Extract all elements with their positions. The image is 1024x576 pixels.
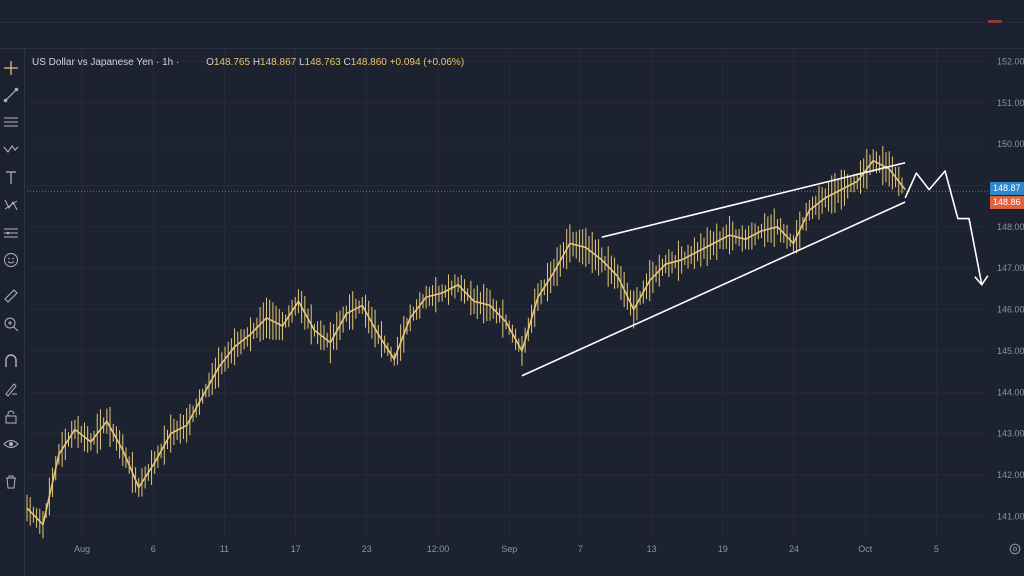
close-value: 148.860 bbox=[350, 57, 387, 68]
chart-grid bbox=[27, 49, 985, 537]
magnet-icon[interactable] bbox=[0, 350, 22, 372]
y-tick-label: 145.00 bbox=[997, 346, 1024, 356]
lock-icon[interactable] bbox=[0, 406, 22, 428]
price-series bbox=[26, 146, 906, 539]
text-icon[interactable] bbox=[0, 167, 22, 189]
price-line-series bbox=[26, 159, 906, 526]
zoom-icon[interactable] bbox=[0, 313, 22, 335]
x-tick-label: 12:00 bbox=[427, 544, 450, 554]
y-tick-label: 147.00 bbox=[997, 263, 1024, 273]
lock-drawing-icon[interactable] bbox=[0, 378, 22, 400]
x-tick-label: 5 bbox=[934, 544, 939, 554]
low-label: L bbox=[298, 57, 305, 68]
top-bar-divider bbox=[0, 22, 1024, 23]
x-tick-label: 24 bbox=[789, 544, 799, 554]
x-tick-label: 13 bbox=[647, 544, 657, 554]
y-tick-label: 142.00 bbox=[997, 470, 1024, 480]
y-tick-label: 146.00 bbox=[997, 305, 1024, 315]
trash-icon[interactable] bbox=[0, 471, 22, 493]
y-tick-label: 143.00 bbox=[997, 429, 1024, 439]
price-tag-lower: 148.86 bbox=[990, 196, 1024, 209]
price-chart[interactable]: 141.00 142.00 143.00 144.00 145.00 146.00 147.… bbox=[25, 49, 1024, 576]
time-axis: Aug 6 11 17 23 12:00 Sep 7 13 19 24 Oct 5 bbox=[74, 544, 939, 554]
wedge-upper-line[interactable] bbox=[601, 161, 906, 238]
drawing-toolbar bbox=[0, 49, 25, 576]
emoji-icon[interactable] bbox=[0, 249, 22, 271]
x-tick-label: Aug bbox=[74, 544, 90, 554]
ruler-icon[interactable] bbox=[0, 285, 22, 307]
projection-path[interactable] bbox=[904, 170, 983, 285]
horizontal-lines-icon[interactable] bbox=[0, 111, 22, 133]
price-axis: 141.00 142.00 143.00 144.00 145.00 146.00 147.… bbox=[997, 56, 1024, 521]
crosshair-icon[interactable] bbox=[0, 57, 22, 79]
top-bar-indicator bbox=[988, 20, 1002, 23]
eye-icon[interactable] bbox=[0, 433, 22, 455]
settings-icon[interactable] bbox=[1008, 542, 1022, 556]
y-tick-label: 144.00 bbox=[997, 387, 1024, 397]
open-value: 148.765 bbox=[213, 57, 251, 68]
y-tick-label: 151.00 bbox=[997, 98, 1024, 108]
top-bar bbox=[0, 0, 1024, 49]
x-tick-label: Oct bbox=[858, 544, 873, 554]
x-tick-label: 6 bbox=[151, 544, 156, 554]
x-tick-label: 17 bbox=[291, 544, 301, 554]
x-tick-label: 19 bbox=[718, 544, 728, 554]
forecast-icon[interactable] bbox=[0, 222, 22, 244]
x-tick-label: 7 bbox=[578, 544, 583, 554]
y-tick-label: 141.00 bbox=[997, 511, 1024, 521]
y-tick-label: 150.00 bbox=[997, 139, 1024, 149]
close-label: C bbox=[343, 57, 351, 68]
chart-drawings bbox=[521, 161, 989, 377]
y-tick-label: 152.00 bbox=[997, 56, 1024, 66]
open-label: O bbox=[206, 57, 214, 68]
symbol-legend: US Dollar vs Japanese Yen · 1h · O148.76… bbox=[32, 57, 464, 68]
price-tag-upper: 148.87 bbox=[990, 182, 1024, 195]
change-value: +0.094 (+0.06%) bbox=[389, 57, 465, 68]
high-label: H bbox=[252, 57, 261, 68]
trend-line-icon[interactable] bbox=[0, 84, 22, 106]
x-tick-label: 23 bbox=[362, 544, 372, 554]
wedge-lower-line[interactable] bbox=[521, 201, 906, 377]
x-tick-label: Sep bbox=[501, 544, 517, 554]
projection-arrowhead bbox=[974, 275, 989, 287]
ohlc-values: O148.765 H148.867 L148.763 C148.860 +0.0… bbox=[206, 57, 464, 68]
x-tick-label: 11 bbox=[220, 544, 229, 554]
low-value: 148.763 bbox=[304, 57, 341, 68]
node-pattern-icon[interactable] bbox=[0, 194, 22, 216]
y-tick-label: 148.00 bbox=[997, 222, 1024, 232]
high-value: 148.867 bbox=[260, 57, 297, 68]
zigzag-pattern-icon[interactable] bbox=[0, 138, 22, 160]
symbol-title: US Dollar vs Japanese Yen · 1h · bbox=[32, 57, 180, 68]
